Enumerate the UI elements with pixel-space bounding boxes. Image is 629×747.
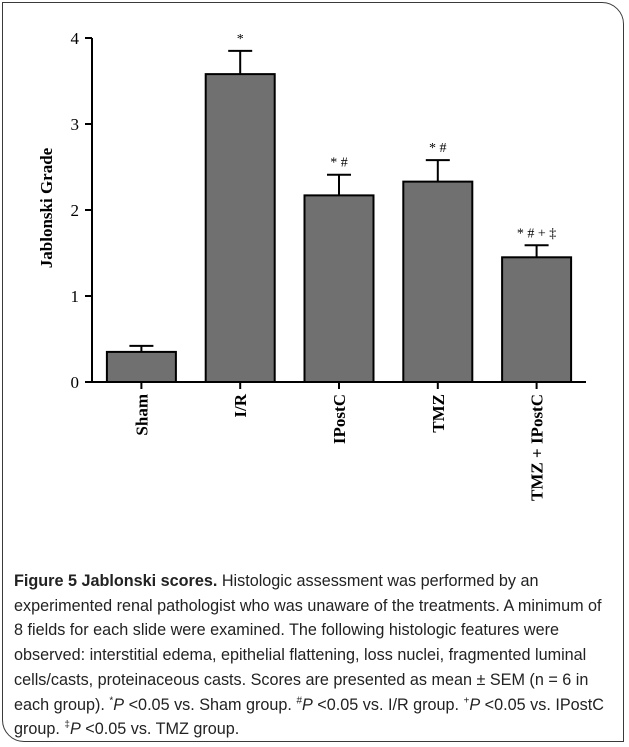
caption-note: *P <0.05 vs. Sham group. [109, 695, 292, 714]
y-tick-label: 4 [71, 29, 80, 48]
caption-note: #P <0.05 vs. I/R group. [296, 695, 460, 714]
caption-note: ‡P <0.05 vs. TMZ group. [64, 719, 240, 739]
caption-title: Figure 5 Jablonski scores. [14, 572, 218, 590]
y-tick-label: 1 [71, 287, 80, 306]
y-tick-label: 3 [71, 115, 80, 134]
bar-i-r [204, 73, 276, 384]
x-tick-label: I/R [231, 393, 250, 417]
significance-label: * # [429, 141, 447, 156]
bar-sham [105, 350, 177, 383]
significance-label: * # [330, 156, 348, 171]
x-tick-label: IPostC [330, 394, 349, 444]
caption-note: +P <0.05 vs. IPostC group. [14, 695, 604, 739]
y-tick-label: 0 [71, 373, 80, 392]
x-tick-label: TMZ [429, 394, 448, 433]
x-tick-label: TMZ + IPostC [528, 394, 547, 501]
bar-tmz [402, 180, 474, 383]
significance-label: * [237, 32, 244, 47]
chart-labels: Sham I/R * IPostC * # TMZ * # TMZ + IPostC * # +… [132, 32, 556, 501]
chart-bars [105, 49, 573, 384]
y-axis-label: Jablonski Grade [37, 147, 56, 268]
x-tick-label: Sham [132, 394, 151, 436]
figure-caption: Figure 5 Jablonski scores. Histologic as… [14, 569, 614, 742]
caption-body: Histologic assessment was performed by a… [14, 572, 602, 714]
significance-label: * # + ‡ [517, 226, 556, 241]
y-tick-label: 2 [71, 201, 80, 220]
bar-chart: 0 1 2 3 4 Sham I/R * IPostC * # TMZ * # TMZ + IPost… [37, 29, 586, 501]
bar-tmz-ipostc [501, 256, 573, 383]
caption-notes: *P <0.05 vs. Sham group. #P <0.05 vs. I/… [14, 696, 604, 739]
bar-ipostc [303, 194, 375, 383]
